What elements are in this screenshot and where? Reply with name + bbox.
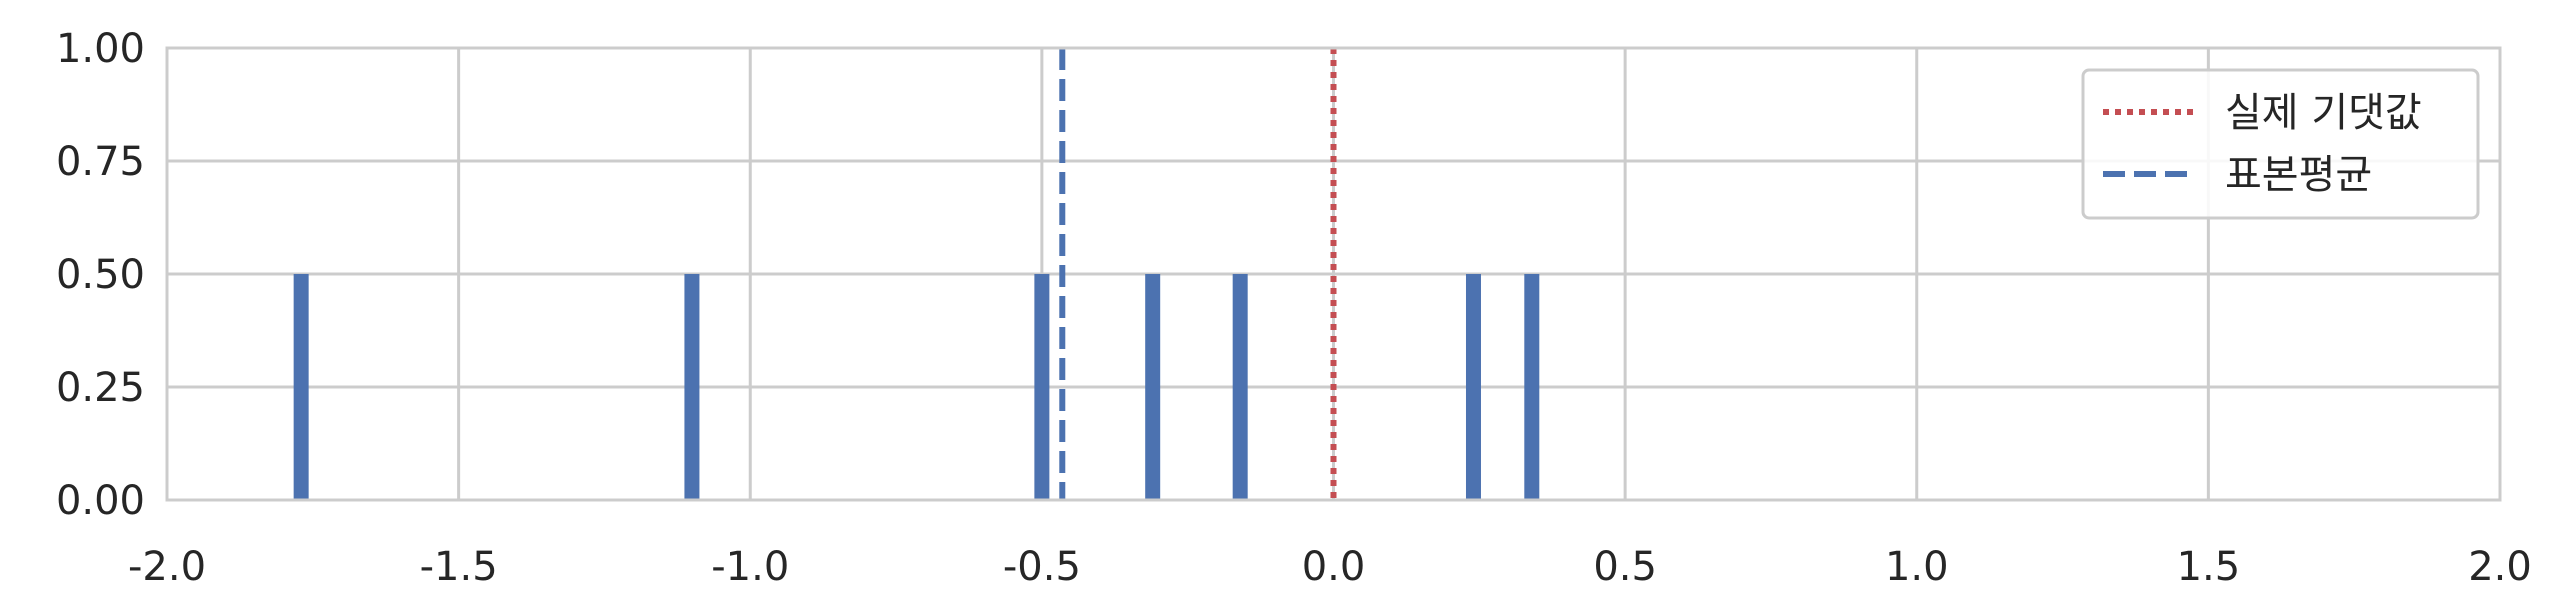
histogram-bar	[1034, 274, 1050, 500]
histogram-bar	[1232, 274, 1248, 500]
reference-lines	[1059, 48, 1337, 500]
histogram-bar	[1524, 274, 1540, 500]
y-tick-label: 0.50	[56, 252, 145, 298]
x-tick-label: 2.0	[2468, 544, 2532, 590]
histogram-bar	[684, 274, 700, 500]
legend-box	[2081, 68, 2480, 220]
legend-label: 표본평균	[2225, 152, 2372, 198]
plot-frame	[165, 46, 2502, 502]
x-axis-ticks: -2.0 -1.5 -1.0 -0.5 0.0 0.5 1.0 1.5 2.0	[128, 544, 2532, 590]
x-tick-label: -0.5	[1003, 544, 1081, 590]
y-tick-label: 0.25	[56, 365, 145, 411]
y-tick-label: 0.75	[56, 139, 145, 185]
x-tick-label: 0.5	[1593, 544, 1657, 590]
histogram-bars	[293, 274, 1540, 500]
x-tick-label: 1.5	[2177, 544, 2241, 590]
x-tick-label: -1.0	[711, 544, 789, 590]
x-tick-label: 0.0	[1302, 544, 1366, 590]
histogram-bar	[1145, 274, 1161, 500]
y-tick-label: 1.00	[56, 26, 145, 72]
y-tick-label: 0.00	[56, 478, 145, 524]
histogram-bar	[1465, 274, 1481, 500]
y-axis-ticks: 0.00 0.25 0.50 0.75 1.00	[56, 26, 145, 524]
x-tick-label: -2.0	[128, 544, 206, 590]
histogram-bar	[293, 274, 309, 500]
legend-label: 실제 기댓값	[2225, 90, 2422, 136]
x-tick-label: -1.5	[420, 544, 498, 590]
x-tick-label: 1.0	[1885, 544, 1949, 590]
